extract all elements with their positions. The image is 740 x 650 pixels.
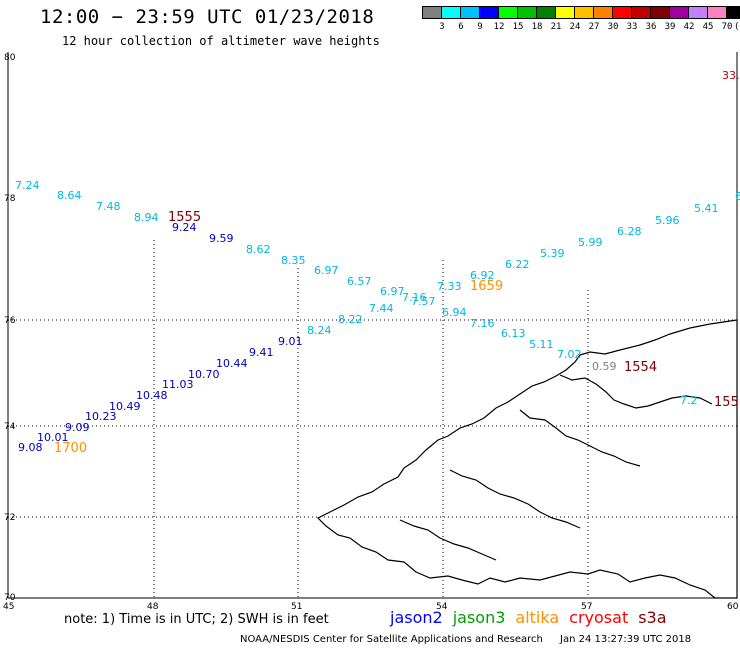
- wave-height-value: 10.44: [216, 357, 248, 370]
- wave-height-value: 9.24: [172, 221, 197, 234]
- pass-time-labels: 1555 1659 1554 155 1700: [54, 210, 739, 456]
- wave-height-value: 10.49: [109, 400, 141, 413]
- wave-height-value: 10.23: [85, 410, 117, 423]
- wave-height-value: 6.22: [505, 258, 530, 271]
- wave-height-value: 8.64: [57, 189, 82, 202]
- wave-height-value: 7.33: [437, 280, 462, 293]
- satellite-legend: jason2 jason3 altika cryosat s3a: [390, 608, 677, 627]
- pass-time-label: 155: [714, 395, 739, 410]
- map-subtitle: 12 hour collection of altimeter wave hei…: [62, 34, 380, 48]
- colorbar-label: 21: [550, 22, 562, 32]
- wave-height-value: 6.97: [314, 264, 339, 277]
- wave-height-value: 10.48: [136, 389, 168, 402]
- wave-height-value: 7.16: [470, 317, 495, 330]
- wave-height-value: 7.44: [369, 302, 394, 315]
- lon-label-51: 51: [291, 602, 302, 612]
- note-text: note: 1) Time is in UTC; 2) SWH is in fe…: [64, 612, 329, 627]
- colorbar-label: 3: [439, 22, 445, 32]
- wave-height-value: 8.24: [307, 324, 332, 337]
- wave-height-value: 7.2: [680, 394, 698, 407]
- colorbar-label: 45: [702, 22, 714, 32]
- colorbar-label: 27: [588, 22, 600, 32]
- wave-height-value: 6.57: [347, 275, 372, 288]
- wave-height-value: 6.92: [470, 269, 495, 282]
- footer-credit: NOAA/NESDIS Center for Satellite Applica…: [240, 634, 543, 645]
- lat-label-70: 70: [4, 593, 16, 603]
- lon-label-45: 45: [3, 602, 14, 612]
- pass-time-label: 1554: [624, 360, 657, 375]
- colorbar-label: 42: [683, 22, 695, 32]
- greenland-coastline: [316, 319, 738, 599]
- lon-label-60: 60: [727, 602, 739, 612]
- pass-time-label: 1555: [168, 210, 201, 225]
- wave-height-value: 33.: [722, 69, 740, 82]
- colorbar-label: 39: [664, 22, 676, 32]
- colorbar-swatch: [726, 6, 740, 19]
- wave-height-value: 6.28: [617, 225, 642, 238]
- wave-height-value: 5.96: [655, 214, 680, 227]
- colorbar-label: 70: [721, 22, 733, 32]
- lon-label-48: 48: [147, 602, 159, 612]
- lon-label-57: 57: [581, 602, 592, 612]
- legend-jason2: jason2: [390, 608, 443, 627]
- lat-label-76: 76: [4, 316, 16, 326]
- wave-height-value: 9.08: [18, 441, 43, 454]
- footer: NOAA/NESDIS Center for Satellite Applica…: [240, 634, 691, 645]
- legend-s3a: s3a: [638, 608, 667, 627]
- wave-height-value: 9.59: [209, 232, 234, 245]
- colorbar-label: 24: [569, 22, 581, 32]
- wave-height-value: 8.35: [281, 254, 306, 267]
- pass-time-label: 1700: [54, 441, 87, 456]
- lat-label-72: 72: [4, 513, 15, 523]
- wave-height-value: 7.16: [402, 291, 427, 304]
- wave-height-value: 5.39: [540, 247, 565, 260]
- colorbar-label: 6: [458, 22, 464, 32]
- wave-height-value: 5.41: [694, 202, 719, 215]
- wave-height-value: 7.48: [96, 200, 121, 213]
- lat-label-80: 80: [4, 53, 16, 63]
- lat-label-78: 78: [4, 194, 16, 204]
- wave-height-value: 6.13: [501, 327, 526, 340]
- colorbar-label: 9: [477, 22, 483, 32]
- wave-height-value: 6.94: [442, 306, 467, 319]
- wave-height-value: 0.59: [592, 360, 617, 373]
- legend-cryosat: cryosat: [569, 608, 629, 627]
- footer-timestamp: Jan 24 13:27:39 UTC 2018: [560, 634, 692, 645]
- map-title: 12:00 − 23:59 UTC 01/23/2018: [40, 6, 375, 28]
- wave-height-value: 8.94: [134, 211, 159, 224]
- wave-height-value: 7.02: [557, 348, 582, 361]
- altimeter-observations: 7.24 8.64 7.48 8.94 9.24 9.59 8.62 8.35 6.97 6.57…: [15, 69, 740, 454]
- colorbar-label: 12: [493, 22, 505, 32]
- map-grid: [7, 52, 738, 599]
- colorbar-label: 18: [531, 22, 543, 32]
- wave-height-value: 7.57: [411, 295, 436, 308]
- latitude-labels: 80 78 76 74 72 70: [4, 53, 16, 603]
- colorbar-label: 33: [626, 22, 638, 32]
- wave-height-value: 9.09: [65, 421, 90, 434]
- colorbar-unit: (ft): [734, 22, 740, 32]
- pass-time-label: 1659: [470, 279, 503, 294]
- wave-height-value: 7.24: [15, 179, 40, 192]
- colorbar-label: 30: [607, 22, 619, 32]
- wave-height-value: 6: [735, 190, 740, 203]
- wave-height-value: 9.01: [278, 335, 303, 348]
- wave-height-value: 9.41: [249, 346, 274, 359]
- lat-label-74: 74: [4, 422, 16, 432]
- wave-height-value: 10.01: [37, 431, 69, 444]
- wave-height-value: 5.11: [529, 338, 554, 351]
- wave-height-value: 6.97: [380, 285, 405, 298]
- colorbar-label: 15: [512, 22, 524, 32]
- lon-label-54: 54: [436, 602, 448, 612]
- legend-jason3: jason3: [452, 608, 506, 627]
- wave-height-value: 5.99: [578, 236, 603, 249]
- wave-height-value: 10.70: [188, 368, 220, 381]
- legend-altika: altika: [515, 608, 560, 627]
- wave-height-value: 11.03: [162, 378, 194, 391]
- longitude-labels: 45 48 51 54 57 60: [3, 602, 739, 612]
- wave-height-value: 8.22: [338, 313, 363, 326]
- colorbar-label: 36: [645, 22, 657, 32]
- wave-height-value: 8.62: [246, 243, 271, 256]
